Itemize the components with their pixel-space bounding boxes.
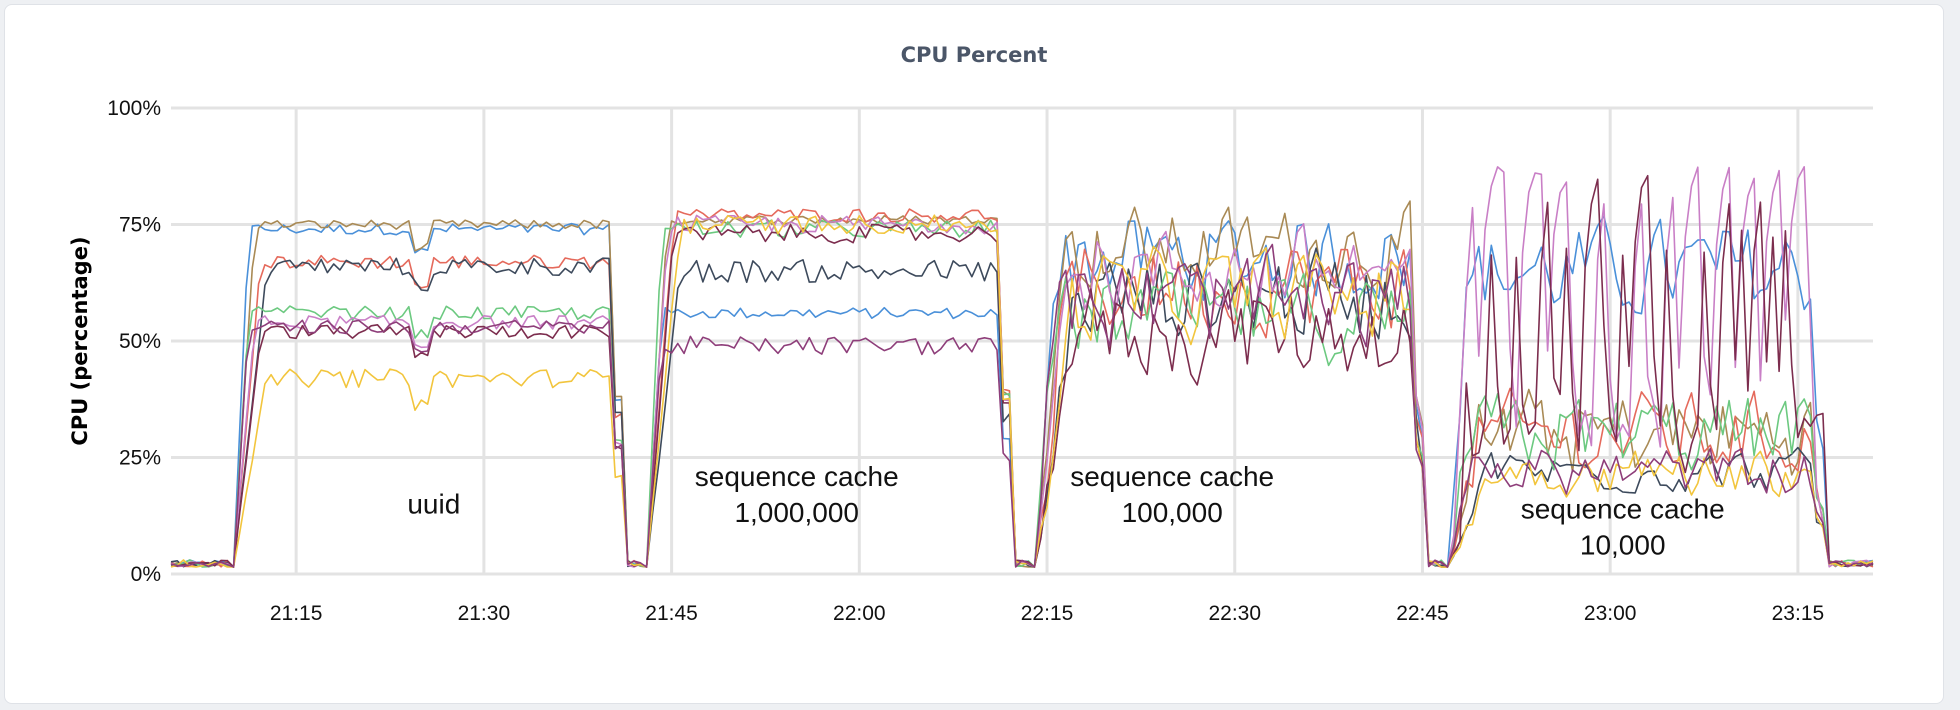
x-tick-label: 23:00 bbox=[1584, 602, 1637, 625]
series-line bbox=[170, 166, 1874, 568]
x-tick-label: 22:00 bbox=[833, 602, 886, 625]
x-tick-label: 22:30 bbox=[1208, 602, 1261, 625]
cpu-line-chart: 0% 25% 50% 75% 100% 21:15 21:30 21:45 22:00 22:15… bbox=[68, 97, 1874, 625]
y-tick-label: 75% bbox=[119, 214, 161, 237]
x-tick-label: 23:15 bbox=[1772, 602, 1825, 625]
phase-annotation: uuid bbox=[407, 488, 460, 519]
x-tick-label: 21:15 bbox=[270, 602, 323, 625]
chart-panel: CPU Percent 0% 25% 50% 75% 100% 21:15 21:30 21:… bbox=[4, 4, 1944, 704]
series-line bbox=[170, 214, 1874, 568]
series-line bbox=[170, 219, 1874, 568]
series-lines bbox=[170, 166, 1874, 568]
series-line bbox=[170, 243, 1874, 568]
phase-annotation: sequence cache bbox=[1521, 494, 1725, 525]
y-tick-label: 100% bbox=[107, 97, 161, 120]
x-tick-label: 22:15 bbox=[1021, 602, 1074, 625]
x-tick-label: 21:45 bbox=[645, 602, 698, 625]
chart-title: CPU Percent bbox=[900, 43, 1048, 67]
phase-annotation: 10,000 bbox=[1580, 530, 1666, 561]
y-tick-label: 0% bbox=[131, 563, 161, 586]
phase-annotation: sequence cache bbox=[695, 461, 899, 492]
annotations: uuid sequence cache 1,000,000 sequence cach… bbox=[407, 461, 1724, 561]
phase-annotation: 1,000,000 bbox=[734, 497, 859, 528]
axes: 0% 25% 50% 75% 100% 21:15 21:30 21:45 22:00 22:15… bbox=[68, 97, 1824, 625]
x-tick-label: 21:30 bbox=[458, 602, 511, 625]
y-tick-label: 50% bbox=[119, 330, 161, 353]
y-axis-label: CPU (percentage) bbox=[68, 236, 92, 445]
phase-annotation: 100,000 bbox=[1122, 497, 1223, 528]
y-tick-label: 25% bbox=[119, 447, 161, 470]
phase-annotation: sequence cache bbox=[1070, 461, 1274, 492]
x-tick-label: 22:45 bbox=[1396, 602, 1449, 625]
